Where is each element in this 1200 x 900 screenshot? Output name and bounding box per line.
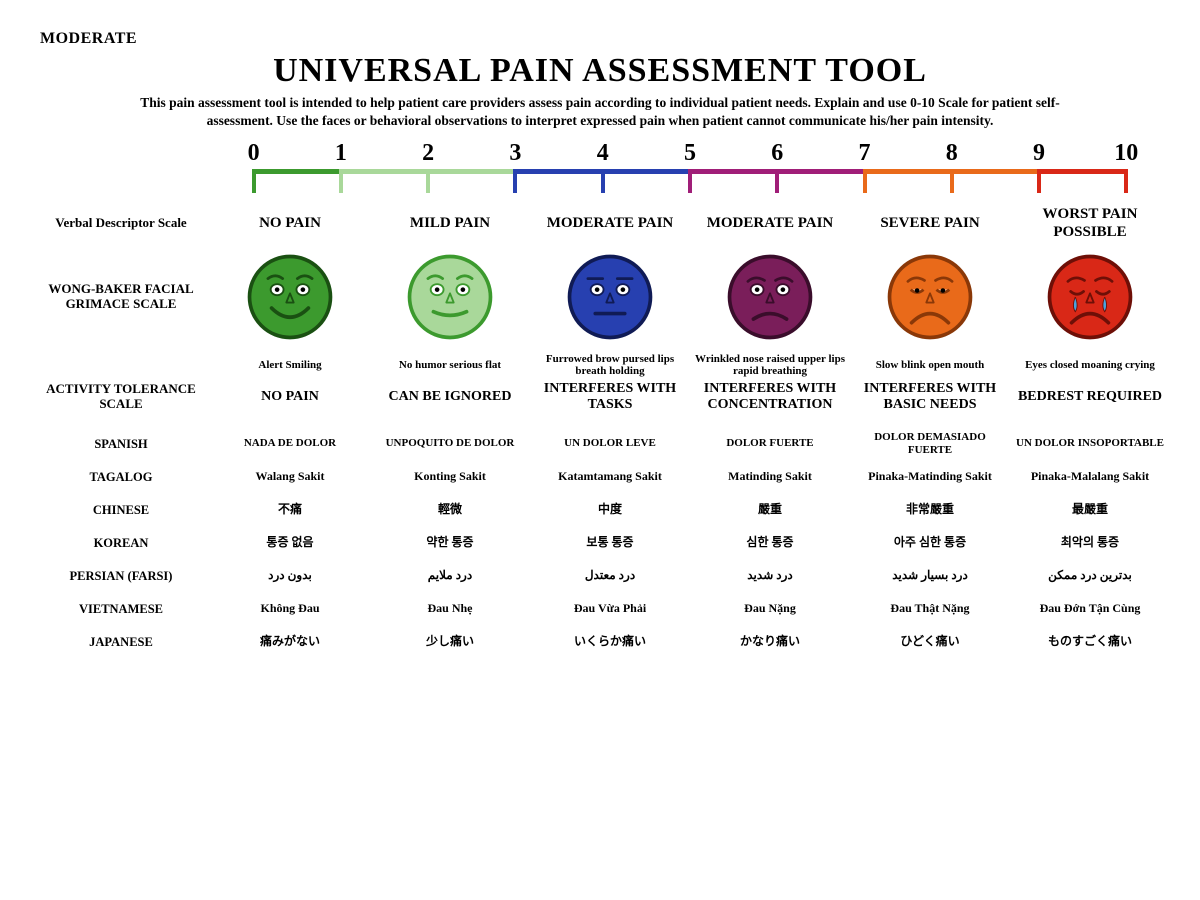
face-2 — [530, 247, 690, 347]
scale-number: 5 — [646, 140, 733, 167]
persian-label: PERSIAN (FARSI) — [40, 569, 210, 583]
face-1 — [370, 247, 530, 347]
scale-number: 9 — [995, 140, 1082, 167]
chinese-row: CHINESE 不痛 輕微 中度 嚴重 非常嚴重 最嚴重 — [40, 493, 1160, 526]
tolerance-3: INTERFERES WITH CONCENTRATION — [690, 381, 850, 413]
behavior-5: Eyes closed moaning crying — [1010, 359, 1170, 371]
behavior-0: Alert Smiling — [210, 359, 370, 371]
scale-ruler: 012345678910 — [210, 140, 1170, 200]
tagalog-row: TAGALOG Walang Sakit Konting Sakit Katam… — [40, 460, 1160, 493]
korean-label: KOREAN — [40, 536, 210, 550]
verbal-2: MODERATE PAIN — [530, 215, 690, 232]
verbal-3: MODERATE PAIN — [690, 215, 850, 232]
behavior-2: Furrowed brow pursed lips breath holding — [530, 353, 690, 377]
korean-row: KOREAN 통증 없음 약한 통증 보통 통증 심한 통증 아주 심한 통증 … — [40, 526, 1160, 559]
corner-label: MODERATE — [40, 30, 1160, 48]
tagalog-label: TAGALOG — [40, 470, 210, 484]
spanish-row: SPANISH NADA DE DOLOR UNPOQUITO DE DOLOR… — [40, 427, 1160, 460]
verbal-5: WORST PAIN POSSIBLE — [1010, 206, 1170, 241]
face-0 — [210, 247, 370, 347]
verbal-descriptor-row: Verbal Descriptor Scale NO PAIN MILD PAI… — [40, 206, 1160, 241]
verbal-1: MILD PAIN — [370, 215, 530, 232]
behavior-1: No humor serious flat — [370, 359, 530, 371]
tolerance-4: INTERFERES WITH BASIC NEEDS — [850, 381, 1010, 413]
verbal-4: SEVERE PAIN — [850, 215, 1010, 232]
japanese-row: JAPANESE 痛みがない 少し痛い いくらか痛い かなり痛い ひどく痛い も… — [40, 625, 1160, 658]
tolerance-row: ACTIVITY TOLERANCE SCALE NO PAIN CAN BE … — [40, 381, 1160, 413]
behavior-3: Wrinkled nose raised upper lips rapid br… — [690, 353, 850, 377]
verbal-0: NO PAIN — [210, 215, 370, 232]
face-4 — [850, 247, 1010, 347]
behavior-row: Alert Smiling No humor serious flat Furr… — [40, 353, 1160, 377]
scale-number: 1 — [297, 140, 384, 167]
spanish-label: SPANISH — [40, 437, 210, 451]
persian-row: PERSIAN (FARSI) بدون درد درد ملایم درد م… — [40, 559, 1160, 592]
tolerance-2: INTERFERES WITH TASKS — [530, 381, 690, 413]
vietnamese-label: VIETNAMESE — [40, 602, 210, 616]
japanese-label: JAPANESE — [40, 635, 210, 649]
face-3 — [690, 247, 850, 347]
verbal-label: Verbal Descriptor Scale — [40, 216, 210, 231]
description-text: This pain assessment tool is intended to… — [110, 94, 1090, 130]
scale-number: 4 — [559, 140, 646, 167]
tolerance-5: BEDREST REQUIRED — [1010, 389, 1170, 405]
tolerance-label: ACTIVITY TOLERANCE SCALE — [40, 382, 210, 412]
scale-number: 7 — [821, 140, 908, 167]
faces-label: WONG-BAKER FACIAL GRIMACE SCALE — [40, 282, 210, 312]
scale-number: 3 — [472, 140, 559, 167]
faces-row: WONG-BAKER FACIAL GRIMACE SCALE — [40, 247, 1160, 347]
vietnamese-row: VIETNAMESE Không Đau Đau Nhẹ Đau Vừa Phả… — [40, 592, 1160, 625]
face-5 — [1010, 247, 1170, 347]
tolerance-0: NO PAIN — [210, 389, 370, 405]
scale-number: 2 — [385, 140, 472, 167]
tolerance-1: CAN BE IGNORED — [370, 389, 530, 405]
behavior-4: Slow blink open mouth — [850, 359, 1010, 371]
scale-number: 6 — [734, 140, 821, 167]
scale-number: 10 — [1083, 140, 1170, 167]
main-title: UNIVERSAL PAIN ASSESSMENT TOOL — [40, 52, 1160, 90]
chinese-label: CHINESE — [40, 503, 210, 517]
scale-number: 8 — [908, 140, 995, 167]
scale-number: 0 — [210, 140, 297, 167]
